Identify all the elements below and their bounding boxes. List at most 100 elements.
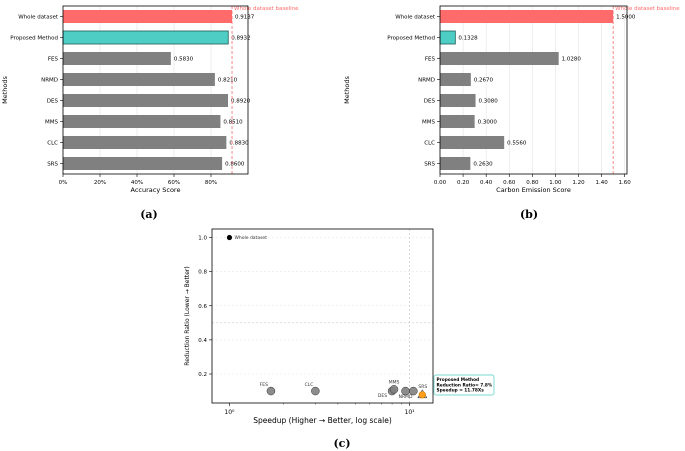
y-tick-label: 0.2	[198, 372, 207, 378]
chart-a-baseline: Whole dataset baseline	[231, 6, 299, 174]
point-clc	[311, 386, 320, 396]
chart-a: 0.9137 0.8932 0.5830 0.8210 0.8920 0.8510 0.88…	[1, 5, 299, 194]
y-tick-label: Proposed Method	[387, 36, 435, 42]
x-tick-label: 1.00	[549, 180, 562, 186]
bar-5	[63, 114, 221, 129]
y-tick-label: Whole dataset	[18, 15, 59, 21]
y-tick-label: 0.4	[198, 338, 207, 344]
bar-4	[440, 93, 476, 108]
caption-c: (c)	[333, 437, 351, 450]
y-tick-label: FES	[48, 57, 59, 63]
x-tick-label: 60%	[168, 180, 180, 186]
chart-b-baseline: Whole dataset baseline	[612, 6, 680, 174]
y-tick-label: NRMD	[41, 78, 58, 84]
y-tick-label: FES	[425, 57, 436, 63]
point-label: MMS	[389, 379, 400, 385]
bar-value-label: 1.0280	[562, 57, 582, 63]
bar-value-label: 0.3080	[479, 99, 499, 105]
chart-a-y-axis-label: Methods	[1, 76, 9, 104]
chart-c-points: Whole dataset FES CLC DES MMS NRMD SRS	[226, 234, 427, 400]
chart-b-frame	[439, 5, 628, 175]
bar-value-label: 0.8920	[231, 99, 251, 105]
chart-a-y-tick-labels: Whole dataset Proposed Method FES NRMD DES MM…	[10, 15, 63, 168]
bar-value-label: 0.8830	[229, 141, 249, 147]
y-tick-label: 1.0	[198, 236, 207, 242]
chart-c-grid	[212, 229, 433, 403]
bar-value-label: 0.3000	[478, 120, 498, 126]
chart-b-bars: 1.5000 0.1328 1.0280 0.2670 0.3080 0.3000 0.55…	[439, 9, 636, 171]
point-label: CLC	[305, 382, 314, 388]
x-tick-label: 0%	[59, 180, 68, 186]
point-whole-dataset	[226, 234, 233, 241]
point-label: FES	[260, 382, 268, 388]
x-tick-label: 0.00	[434, 180, 447, 186]
chart-a-bars: 0.9137 0.8932 0.5830 0.8210 0.8920 0.8510 0.88…	[62, 9, 255, 171]
y-tick-label: NRMD	[418, 78, 435, 84]
bar-3	[440, 72, 471, 87]
x-tick-label: 1.40	[595, 180, 608, 186]
bar-6	[440, 135, 505, 150]
point-fes	[266, 386, 276, 396]
chart-b-y-axis-label: Methods	[343, 76, 351, 104]
bar-value-label: 0.8600	[225, 162, 245, 168]
chart-c-x-axis-label: Speedup (Higher → Better, log scale)	[253, 416, 392, 425]
chart-b-x-axis-label: Carbon Emission Score	[496, 186, 571, 194]
annotation-frame	[433, 374, 495, 396]
point-label: SRS	[418, 384, 427, 390]
bar-6	[63, 135, 227, 150]
y-tick-label: CLC	[424, 141, 435, 147]
point-srs	[409, 386, 418, 396]
y-tick-label: 0.8	[198, 270, 207, 276]
point-label: Whole dataset	[234, 235, 267, 241]
bar-value-label: 0.2670	[474, 78, 494, 84]
bar-3	[63, 72, 215, 87]
bar-5	[440, 114, 475, 129]
chart-b-x-tick-labels: 0.00 0.20 0.40 0.60 0.80 1.00 1.20 1.40 1.60	[434, 174, 631, 186]
bar-value-label: 0.9137	[235, 15, 255, 21]
bar-value-label: 0.8210	[218, 78, 238, 84]
bar-value-label: 1.5000	[616, 15, 636, 21]
chart-c-x-tick-labels: 10⁰ 10¹	[224, 403, 415, 416]
chart-c: Whole dataset FES CLC DES MMS NRMD SRS 0.2 0.4 0…	[184, 228, 495, 425]
caption-a: (a)	[140, 208, 158, 221]
y-tick-label: DES	[424, 99, 436, 105]
y-tick-label: Proposed Method	[10, 36, 58, 42]
x-tick-label: 0.80	[526, 180, 539, 186]
baseline-label: Whole dataset baseline	[234, 6, 299, 12]
y-tick-label: DES	[47, 99, 59, 105]
point-label: DES	[378, 393, 387, 399]
y-tick-label: CLC	[47, 141, 58, 147]
y-tick-label: 0.6	[198, 304, 207, 310]
chart-a-frame	[62, 5, 249, 175]
x-tick-label: 80%	[205, 180, 217, 186]
chart-b-y-tick-labels: Whole dataset Proposed Method FES NRMD DES MM…	[387, 15, 440, 168]
y-tick-label: MMS	[45, 120, 58, 126]
bar-7	[440, 156, 471, 171]
bar-value-label: 0.1328	[458, 36, 478, 42]
bar-0	[440, 9, 614, 24]
y-tick-label: SRS	[47, 162, 58, 168]
annotation-line: Reduction Ratio= 7.8%	[437, 382, 493, 388]
caption-b: (b)	[519, 208, 539, 221]
x-tick-label: 1.20	[572, 180, 585, 186]
point-nrmd	[401, 386, 410, 396]
x-tick-label: 0.60	[503, 180, 516, 186]
x-tick-label: 1.60	[619, 180, 632, 186]
bar-value-label: 0.8932	[231, 36, 250, 42]
chart-c-y-axis-label: Reduction Ratio (Lower → Better)	[184, 266, 191, 365]
bar-1	[62, 30, 229, 45]
chart-a-x-axis-label: Accuracy Score	[131, 186, 181, 194]
bar-2	[440, 51, 559, 66]
chart-c-frame	[211, 228, 434, 404]
annotation-line: Proposed Method	[437, 377, 480, 383]
point-mms	[389, 385, 399, 394]
x-tick-label: 20%	[94, 180, 106, 186]
point-label: NRMD	[399, 394, 413, 400]
bar-value-label: 0.8510	[223, 120, 243, 126]
bar-value-label: 0.2630	[473, 162, 493, 168]
bar-value-label: 0.5560	[507, 141, 527, 147]
bar-7	[63, 156, 223, 171]
bar-4	[63, 93, 229, 108]
x-tick-label: 0.20	[457, 180, 470, 186]
